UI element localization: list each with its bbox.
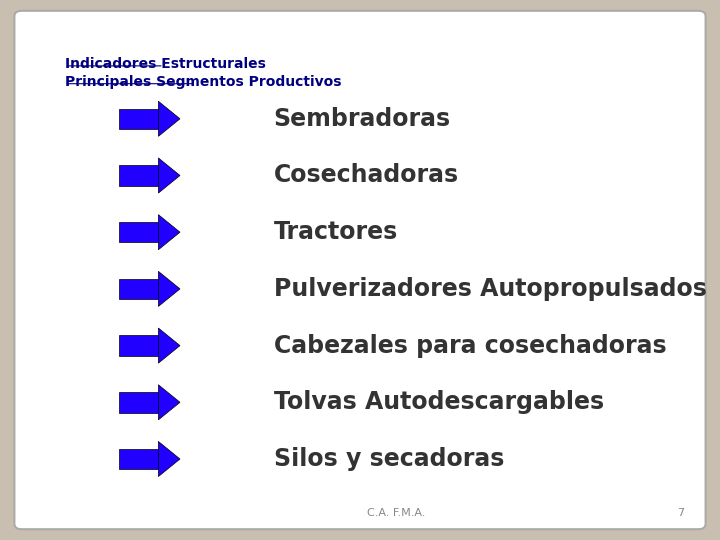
Polygon shape	[158, 384, 180, 420]
Text: Tractores: Tractores	[274, 220, 398, 244]
Text: C.A. F.M.A.: C.A. F.M.A.	[366, 508, 426, 518]
Polygon shape	[158, 214, 180, 249]
Text: Indicadores Estructurales: Indicadores Estructurales	[65, 57, 266, 71]
Polygon shape	[158, 271, 180, 306]
Bar	[119, 335, 158, 356]
Text: Principales Segmentos Productivos: Principales Segmentos Productivos	[65, 75, 341, 89]
Bar	[119, 109, 158, 129]
Text: Cabezales para cosechadoras: Cabezales para cosechadoras	[274, 334, 666, 357]
Polygon shape	[158, 442, 180, 476]
Bar	[119, 392, 158, 413]
Text: 7: 7	[677, 508, 684, 518]
Bar	[119, 449, 158, 469]
Text: Tolvas Autodescargables: Tolvas Autodescargables	[274, 390, 604, 414]
Bar	[119, 222, 158, 242]
Text: Pulverizadores Autopropulsados: Pulverizadores Autopropulsados	[274, 277, 706, 301]
Text: Silos y secadoras: Silos y secadoras	[274, 447, 504, 471]
Bar	[119, 165, 158, 186]
Text: Cosechadoras: Cosechadoras	[274, 164, 459, 187]
Text: Sembradoras: Sembradoras	[274, 107, 451, 131]
Polygon shape	[158, 102, 180, 136]
Bar	[119, 279, 158, 299]
Polygon shape	[158, 328, 180, 363]
Polygon shape	[158, 158, 180, 193]
